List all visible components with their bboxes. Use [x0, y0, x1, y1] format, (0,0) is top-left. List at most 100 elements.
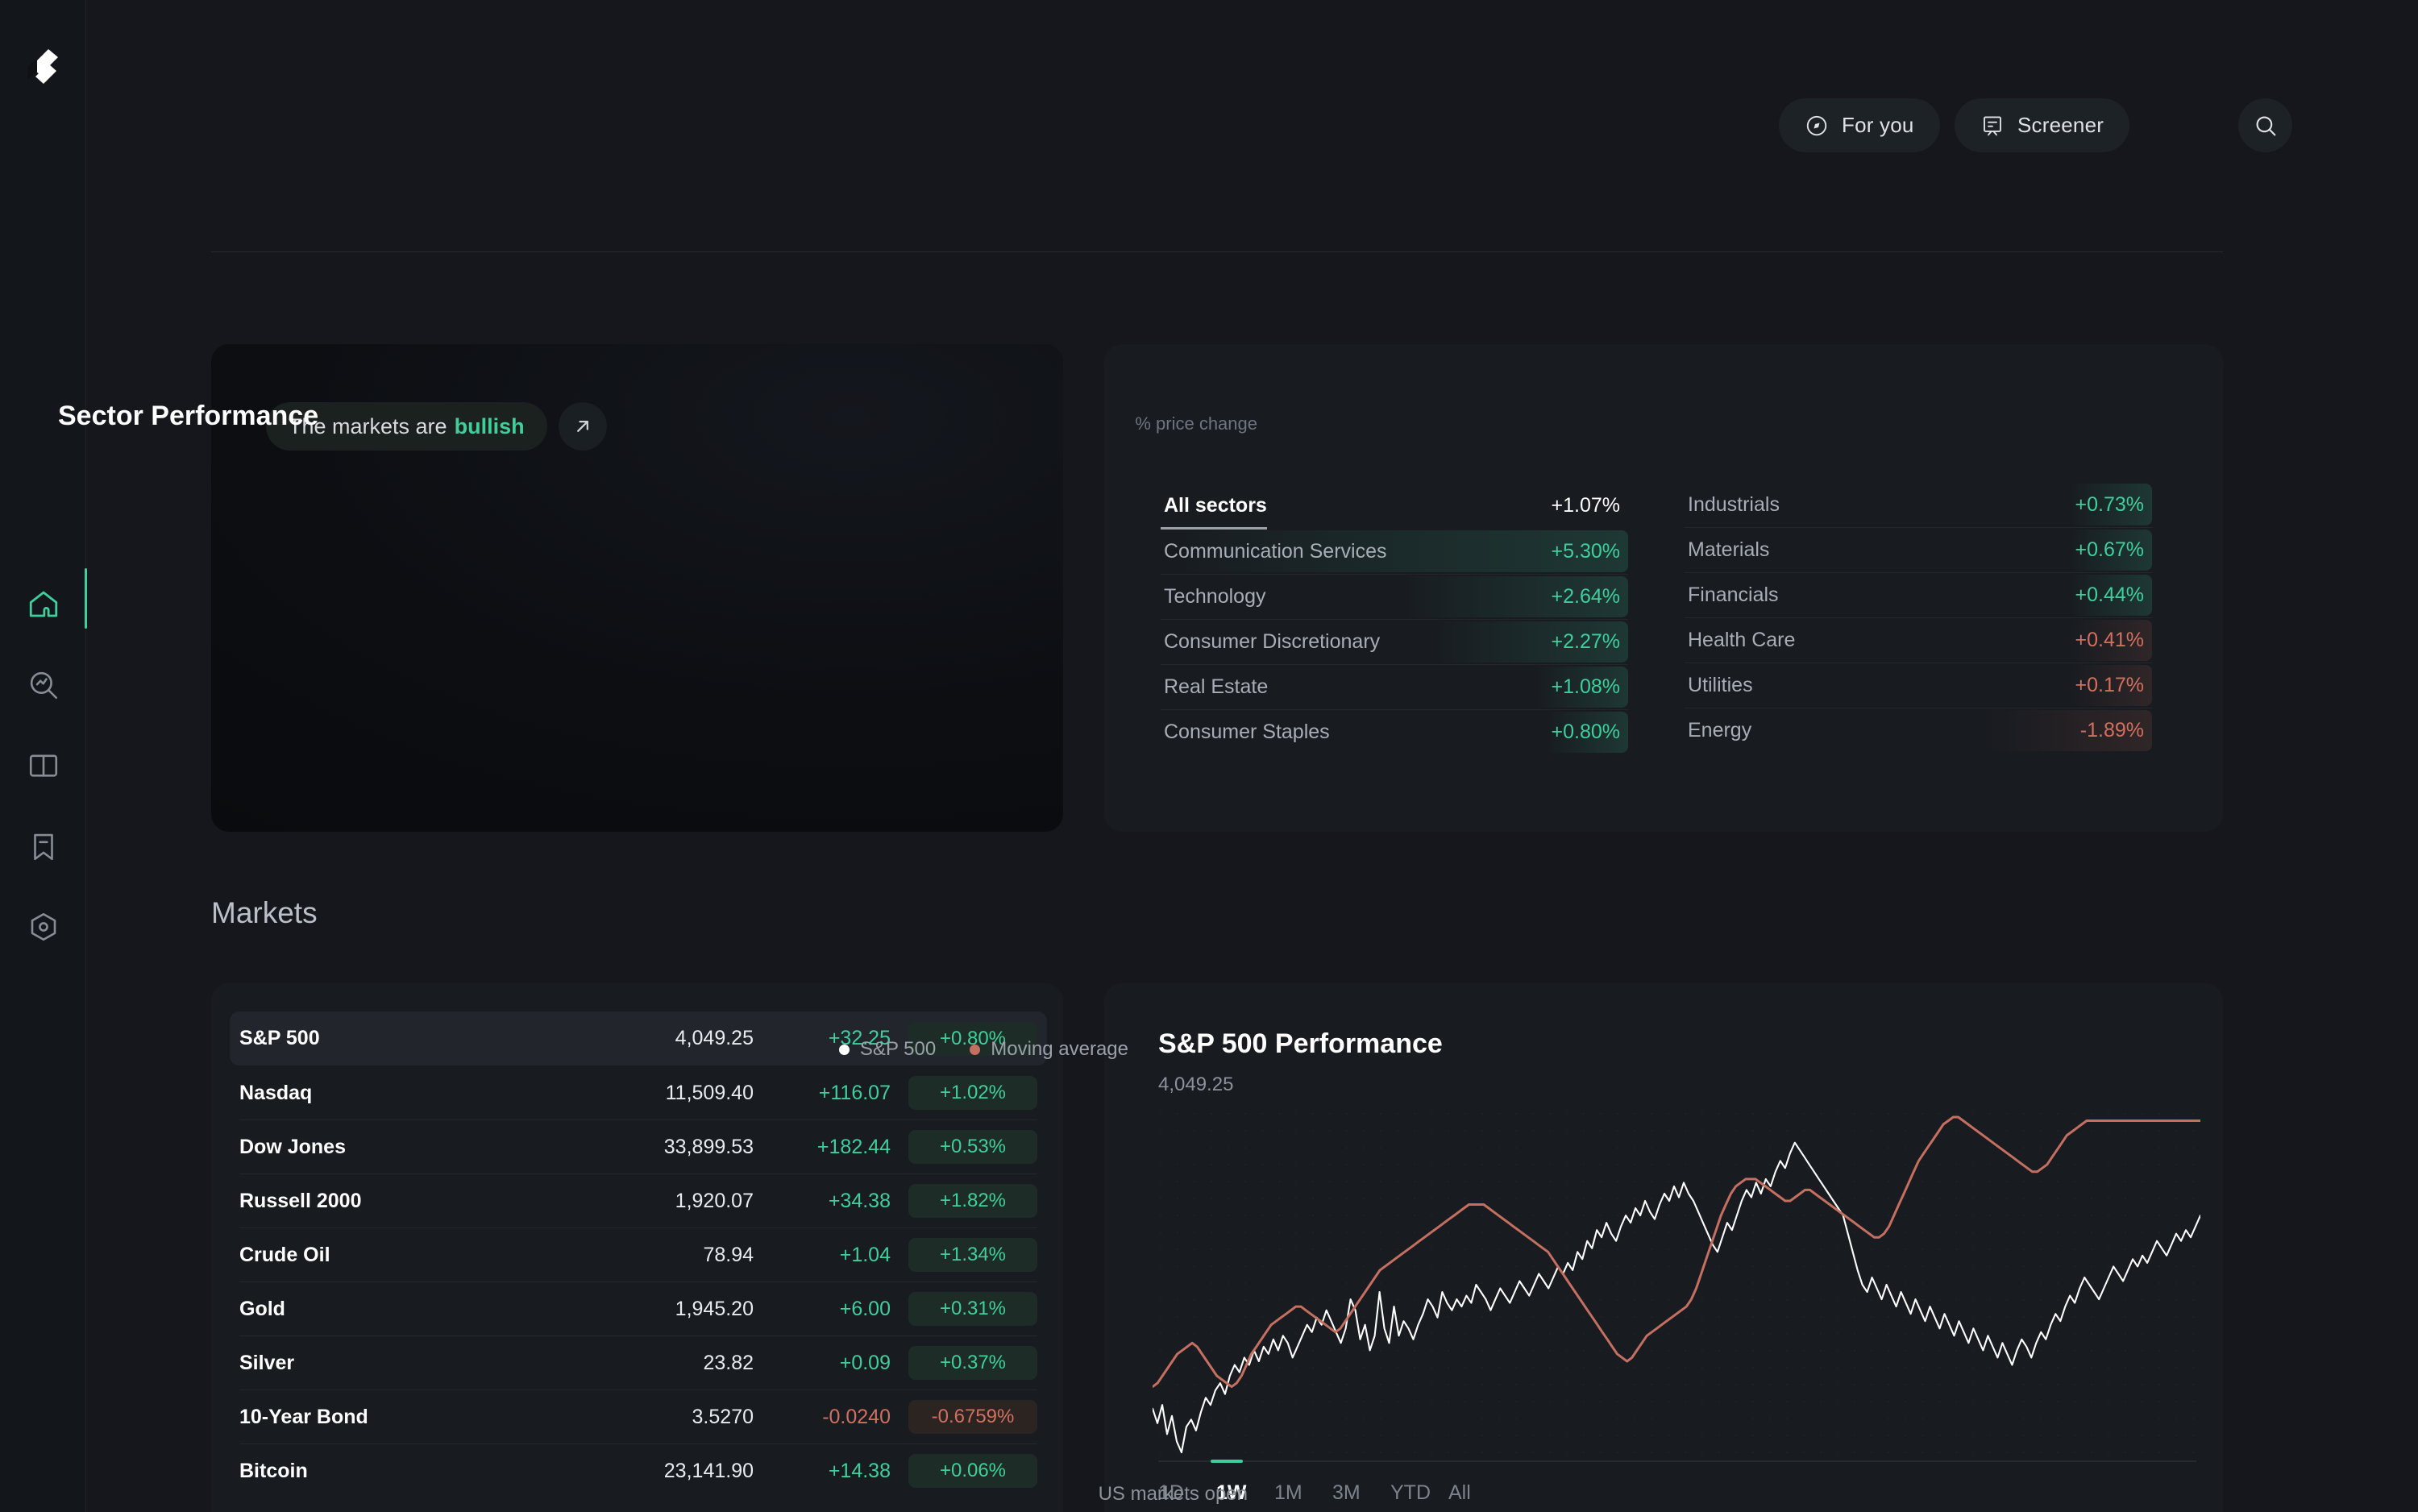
sector-name: Health Care — [1688, 629, 1796, 651]
sector-row[interactable]: Health Care +0.41% — [1685, 617, 2152, 663]
chart-plot-area — [1153, 1103, 2200, 1467]
market-mood-row: The markets are bullish — [266, 402, 607, 451]
table-row[interactable]: Crude Oil 78.94 +1.04 +1.34% — [239, 1227, 1037, 1281]
table-row[interactable]: Dow Jones 33,899.53 +182.44 +0.53% — [239, 1119, 1037, 1173]
sector-bar — [2067, 665, 2152, 706]
market-price: 23.82 — [703, 1351, 754, 1374]
sector-bar — [2067, 620, 2152, 661]
brand-logo[interactable] — [0, 32, 86, 105]
market-percent-badge: +0.53% — [908, 1130, 1037, 1164]
sector-value: +0.73% — [2075, 492, 2145, 516]
sidebar-item-watchlist[interactable] — [0, 806, 86, 887]
book-open-icon — [29, 754, 57, 777]
chart-range-active-indicator — [1211, 1460, 1243, 1463]
tab-screener[interactable]: Screener — [1955, 98, 2130, 152]
table-row[interactable]: Silver 23.82 +0.09 +0.37% — [239, 1335, 1037, 1389]
market-percent-badge: +1.34% — [908, 1238, 1037, 1272]
chart-series-line — [1153, 1115, 2200, 1389]
sector-row-all[interactable]: All sectors +1.07% — [1161, 482, 1628, 530]
sector-row[interactable]: Energy -1.89% — [1685, 708, 2152, 753]
sidebar-item-settings[interactable] — [0, 887, 86, 967]
sidebar-nav — [0, 564, 86, 967]
sector-active-underline — [1161, 527, 1267, 530]
legend-swatch — [838, 1044, 850, 1055]
chart-range-1w[interactable]: 1W — [1216, 1481, 1247, 1504]
sector-name: Financials — [1688, 584, 1779, 606]
markets-table: S&P 500 4,049.25 +32.25 +0.80% Nasdaq 11,509.… — [230, 1011, 1047, 1497]
hexagon-target-icon — [31, 912, 56, 941]
sector-name: Consumer Discretionary — [1164, 630, 1381, 653]
chart-range-1m[interactable]: 1M — [1274, 1481, 1302, 1504]
table-row[interactable]: Gold 1,945.20 +6.00 +0.31% — [239, 1281, 1037, 1335]
market-price: 1,945.20 — [675, 1297, 754, 1320]
sector-bar — [2067, 530, 2152, 571]
legend-label: S&P 500 — [859, 1038, 937, 1060]
chart-range-all[interactable]: All — [1448, 1481, 1471, 1504]
sector-row[interactable]: Consumer Discretionary +2.27% — [1161, 619, 1628, 664]
sector-row[interactable]: Consumer Staples +0.80% — [1161, 709, 1628, 754]
table-row[interactable]: 10-Year Bond 3.5270 -0.0240 -0.6759% — [239, 1389, 1037, 1443]
search-button[interactable] — [2238, 98, 2292, 152]
legend-label: Moving average — [991, 1038, 1128, 1060]
sidebar-item-discover[interactable] — [0, 645, 86, 725]
sector-bar — [1395, 576, 1628, 617]
chart-range-ytd[interactable]: YTD — [1390, 1481, 1431, 1504]
tab-for-you[interactable]: For you — [1779, 98, 1940, 152]
sector-row[interactable]: Financials +0.44% — [1685, 572, 2152, 617]
market-percent-badge: +1.02% — [908, 1076, 1037, 1110]
market-price: 1,920.07 — [675, 1189, 754, 1212]
market-percent-badge: +0.31% — [908, 1292, 1037, 1326]
sector-value: +2.27% — [1551, 630, 1621, 653]
market-change: +1.04 — [839, 1243, 891, 1266]
chart-range-1d[interactable]: 1D — [1158, 1481, 1184, 1504]
market-name: 10-Year Bond — [239, 1405, 368, 1428]
sector-name: Real Estate — [1164, 675, 1269, 698]
table-row[interactable]: Bitcoin 23,141.90 +14.38 +0.06% — [239, 1443, 1037, 1497]
market-price: 11,509.40 — [665, 1081, 754, 1104]
sector-value: +1.07% — [1551, 493, 1621, 517]
sector-name: Energy — [1688, 719, 1752, 741]
sector-bar — [1543, 712, 1628, 753]
sector-value: +0.67% — [2075, 538, 2145, 561]
table-row[interactable]: Russell 2000 1,920.07 +34.38 +1.82% — [239, 1173, 1037, 1227]
market-price: 3.5270 — [692, 1405, 754, 1428]
bookmark-icon — [33, 833, 53, 861]
market-percent-badge: +0.37% — [908, 1346, 1037, 1380]
legend-swatch — [970, 1044, 981, 1055]
mood-open-button[interactable] — [558, 402, 607, 451]
sector-row[interactable]: Materials +0.67% — [1685, 527, 2152, 572]
market-change: +0.09 — [839, 1351, 891, 1374]
sector-row[interactable]: Industrials +0.73% — [1685, 482, 2152, 527]
sidebar-item-learn[interactable] — [0, 725, 86, 806]
sector-row[interactable]: Real Estate +1.08% — [1161, 664, 1628, 709]
market-status-label: US markets open — [1098, 1483, 1248, 1505]
table-row[interactable]: Nasdaq 11,509.40 +116.07 +1.02% — [239, 1065, 1037, 1119]
legend-item[interactable]: S&P 500 — [838, 1038, 937, 1061]
market-change: +116.07 — [818, 1081, 891, 1104]
sidebar-item-home[interactable] — [0, 564, 86, 645]
sector-value: +0.80% — [1551, 721, 1621, 743]
chart-title: S&P 500 Performance — [1158, 1028, 1443, 1059]
sector-name: All sectors — [1164, 493, 1267, 517]
market-price: 4,049.25 — [675, 1027, 754, 1049]
market-percent-badge: +1.82% — [908, 1184, 1037, 1218]
market-change: +34.38 — [828, 1189, 891, 1212]
chart-range-3m[interactable]: 3M — [1332, 1481, 1361, 1504]
market-change: +14.38 — [828, 1459, 891, 1482]
table-row[interactable]: S&P 500 4,049.25 +32.25 +0.80% — [230, 1011, 1047, 1065]
chart-grid-dots — [1160, 1113, 2194, 1453]
chart-subtitle: 4,049.25 — [1158, 1074, 1234, 1095]
sector-row[interactable]: Technology +2.64% — [1161, 574, 1628, 619]
sector-row[interactable]: Utilities +0.17% — [1685, 663, 2152, 708]
sector-bar — [1985, 710, 2152, 751]
market-change: +32.25 — [828, 1027, 891, 1049]
sector-unit-label: % price change — [1135, 413, 1257, 434]
sector-row[interactable]: Communication Services +5.30% — [1161, 529, 1628, 574]
left-sidebar — [0, 0, 87, 1512]
market-name: Russell 2000 — [239, 1189, 362, 1212]
markets-heading: Markets — [211, 896, 318, 929]
legend-item[interactable]: Moving average — [970, 1038, 1128, 1061]
market-price: 33,899.53 — [663, 1135, 754, 1158]
sector-bar — [1532, 667, 1628, 708]
